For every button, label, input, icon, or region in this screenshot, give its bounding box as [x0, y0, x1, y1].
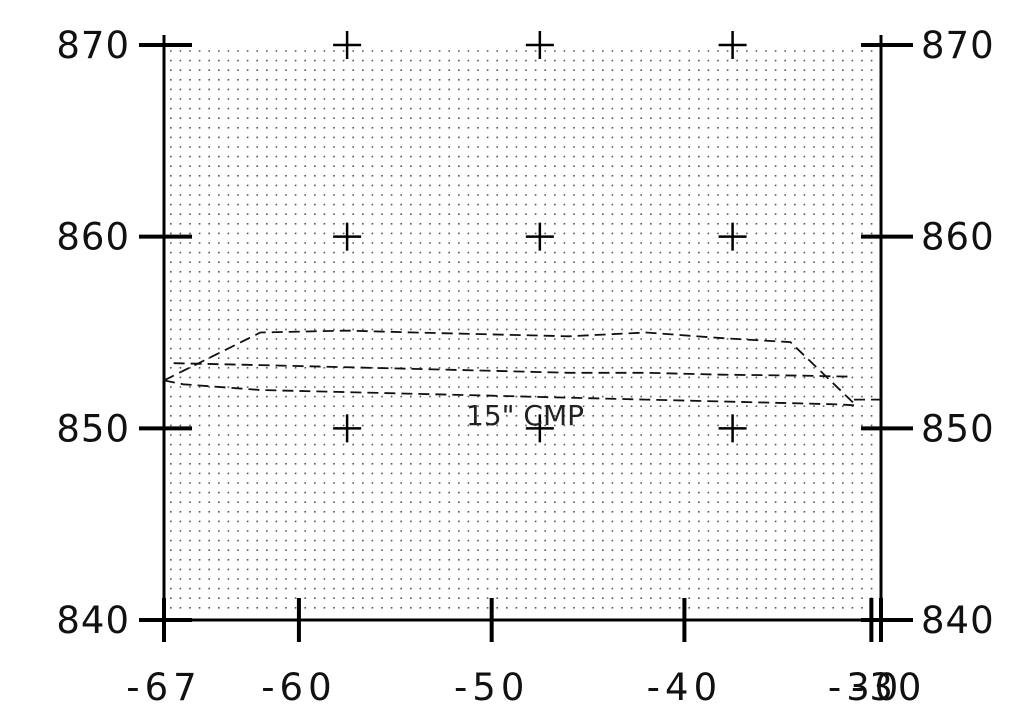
plus-marker — [718, 222, 747, 251]
plus-marker — [333, 222, 362, 251]
plus-markers — [333, 31, 747, 443]
plus-marker — [333, 31, 362, 59]
series-line-1 — [173, 362, 849, 378]
plus-marker — [525, 222, 554, 251]
plus-marker — [718, 414, 747, 443]
annotation-label: 15" CMP — [466, 399, 584, 432]
x-tick-label: -30 — [828, 666, 903, 709]
plus-marker — [525, 31, 554, 59]
y-tick-label-right: 850 — [921, 407, 995, 450]
y-tick-label-right: 840 — [921, 599, 995, 642]
y-tick-label-left: 840 — [56, 599, 130, 642]
series-lines — [163, 329, 881, 407]
x-tick-label: -67 — [126, 666, 201, 709]
plus-marker — [525, 414, 554, 443]
plus-marker — [333, 414, 362, 443]
grid-dots — [170, 50, 881, 609]
x-tick-label: -40 — [647, 666, 722, 709]
x-tick-label: -50 — [454, 666, 529, 709]
series-line-2 — [163, 329, 855, 405]
y-tick-labels: 870 870 860 860 850 850 840 840 — [56, 24, 995, 642]
x-tick-label: -60 — [261, 666, 336, 709]
y-tick-label-right: 870 — [921, 24, 995, 67]
y-tick-label-left: 860 — [56, 216, 130, 259]
series-line-0 — [163, 379, 855, 407]
y-tick-label-left: 870 — [56, 24, 130, 67]
ticks — [139, 43, 913, 642]
y-tick-label-right: 860 — [921, 216, 995, 259]
x-tick-labels: -67 -60 -50 -40 -30-30 — [126, 666, 926, 709]
axes — [139, 35, 889, 640]
x-tick-label: -30 — [851, 666, 926, 709]
plus-marker — [718, 31, 747, 59]
y-tick-label-left: 850 — [56, 407, 130, 450]
